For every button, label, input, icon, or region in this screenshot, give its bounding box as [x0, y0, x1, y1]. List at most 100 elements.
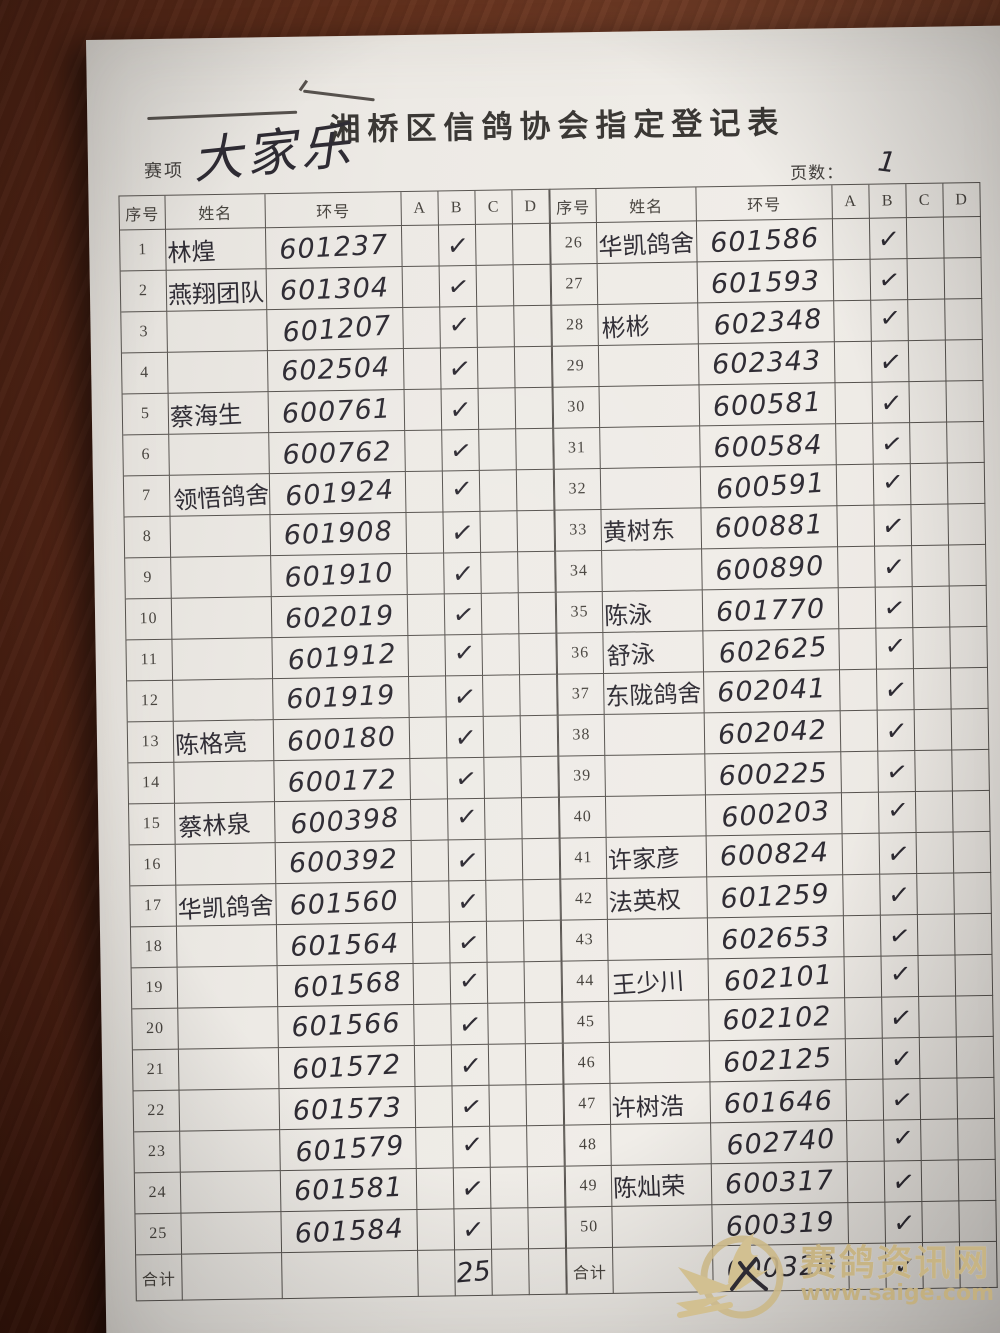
serial-cell: 29 [552, 345, 600, 388]
check-a-cell [841, 751, 879, 794]
header-name-text: 姓名 [629, 198, 664, 216]
ring-cell: 601919 [273, 677, 410, 721]
ring-cell: 600581 [699, 383, 837, 427]
header-check-b: B [869, 184, 907, 219]
serial-cell-text: 46 [577, 1054, 596, 1072]
serial-cell: 47 [564, 1083, 612, 1126]
check-d-cell [948, 503, 987, 546]
name-cell [598, 344, 700, 387]
ring-cell: 602019 [271, 595, 409, 639]
check-b-cell: ✓ [882, 1038, 921, 1080]
check-a-cell [844, 956, 883, 999]
serial-cell-text: 49 [579, 1177, 598, 1195]
ring-cell-text: 601912 [286, 637, 398, 677]
check-b-cell: ✓ [442, 470, 481, 513]
name-cell [179, 1089, 281, 1132]
serial-cell: 6 [123, 434, 170, 477]
serial-cell: 27 [551, 263, 599, 306]
check-a-cell [833, 259, 872, 302]
serial-cell-text: 19 [145, 978, 164, 997]
ring-cell: 601207 [267, 308, 404, 352]
check-a-cell [843, 874, 881, 917]
serial-cell-text: 22 [147, 1101, 166, 1120]
name-cell: 陈灿荣 [611, 1164, 713, 1207]
check-c-cell [908, 340, 947, 383]
check-b-cell: ✓ [880, 915, 919, 957]
check-b-cell: ✓ [883, 1079, 922, 1121]
check-b-cell-text: ✓ [452, 762, 479, 795]
name-cell: 蔡林泉 [175, 802, 276, 845]
check-c-cell [477, 306, 515, 348]
ring-cell-text: 601586 [709, 222, 820, 259]
check-c-cell [480, 511, 519, 553]
ring-cell-text: 602019 [284, 599, 395, 635]
page-number-label: 页数： [790, 163, 845, 183]
check-d-cell [954, 913, 993, 956]
check-c-cell [916, 832, 955, 875]
site-watermark: 赛鸽资讯网 www.saige.com [670, 1225, 994, 1325]
check-a-cell [847, 1120, 885, 1163]
check-b-cell-text: ✓ [447, 392, 472, 427]
check-d-cell [947, 462, 986, 505]
serial-cell: 41 [560, 837, 608, 880]
name-cell [180, 1130, 281, 1173]
check-b-cell: ✓ [441, 388, 480, 431]
serial-cell-text: 38 [572, 726, 591, 744]
check-a-cell [840, 710, 879, 753]
total-check-c-cell [492, 1249, 530, 1296]
check-b-cell-text: ✓ [448, 513, 476, 551]
check-c-cell [920, 1078, 959, 1121]
serial-cell: 46 [563, 1042, 611, 1085]
check-b-cell: ✓ [873, 423, 911, 465]
ring-cell-text: 601207 [281, 309, 393, 349]
ring-cell: 600180 [273, 717, 411, 762]
header-check-b-text: B [881, 191, 894, 210]
ring-cell: 601566 [278, 1004, 415, 1049]
name-cell-text: 林煌 [166, 236, 217, 268]
serial-cell: 34 [556, 550, 603, 593]
check-d-cell [949, 585, 988, 628]
check-b-cell-text: ✓ [458, 1048, 483, 1083]
serial-cell: 31 [554, 427, 601, 470]
check-d-cell [946, 380, 985, 423]
total-check-d-cell [529, 1248, 567, 1296]
serial-cell-text: 47 [578, 1095, 597, 1113]
check-a-cell [836, 464, 875, 507]
serial-cell: 12 [127, 680, 174, 723]
check-a-cell [414, 1045, 453, 1087]
name-cell: 舒泳 [603, 631, 705, 674]
serial-cell: 44 [562, 960, 610, 1003]
check-c-cell [910, 463, 949, 506]
serial-cell-text: 39 [572, 767, 592, 785]
serial-cell-text: 12 [140, 691, 160, 710]
serial-cell: 23 [134, 1131, 181, 1174]
header-check-d-text: D [524, 197, 538, 215]
check-b-cell-text: ✓ [452, 636, 476, 668]
check-a-cell [407, 594, 446, 637]
name-cell [176, 925, 278, 968]
ring-cell-text: 600591 [715, 467, 827, 506]
check-b-cell-text: ✓ [883, 630, 907, 661]
check-a-cell [838, 546, 876, 589]
check-a-cell [408, 635, 447, 678]
check-b-cell: ✓ [439, 265, 478, 308]
check-b-cell: ✓ [882, 997, 920, 1039]
event-label: 赛项 [143, 160, 185, 182]
check-c-cell [490, 1126, 528, 1168]
serial-cell: 25 [135, 1213, 183, 1256]
check-d-cell [522, 838, 561, 881]
check-b-cell-text: ✓ [876, 221, 901, 256]
ring-cell-text: 601646 [723, 1084, 834, 1120]
ring-cell-text: 600761 [281, 392, 392, 430]
ring-cell: 602653 [707, 916, 845, 960]
serial-cell-text: 48 [578, 1136, 598, 1154]
check-b-cell: ✓ [879, 833, 918, 875]
ring-cell: 602740 [711, 1121, 848, 1165]
name-cell: 法英权 [607, 877, 708, 920]
ring-cell-text: 602625 [717, 631, 829, 670]
serial-cell-text: 16 [143, 855, 162, 874]
check-b-cell-text: ✓ [449, 472, 473, 504]
check-a-cell [405, 430, 443, 473]
check-a-cell [839, 669, 878, 712]
name-cell [174, 761, 275, 804]
